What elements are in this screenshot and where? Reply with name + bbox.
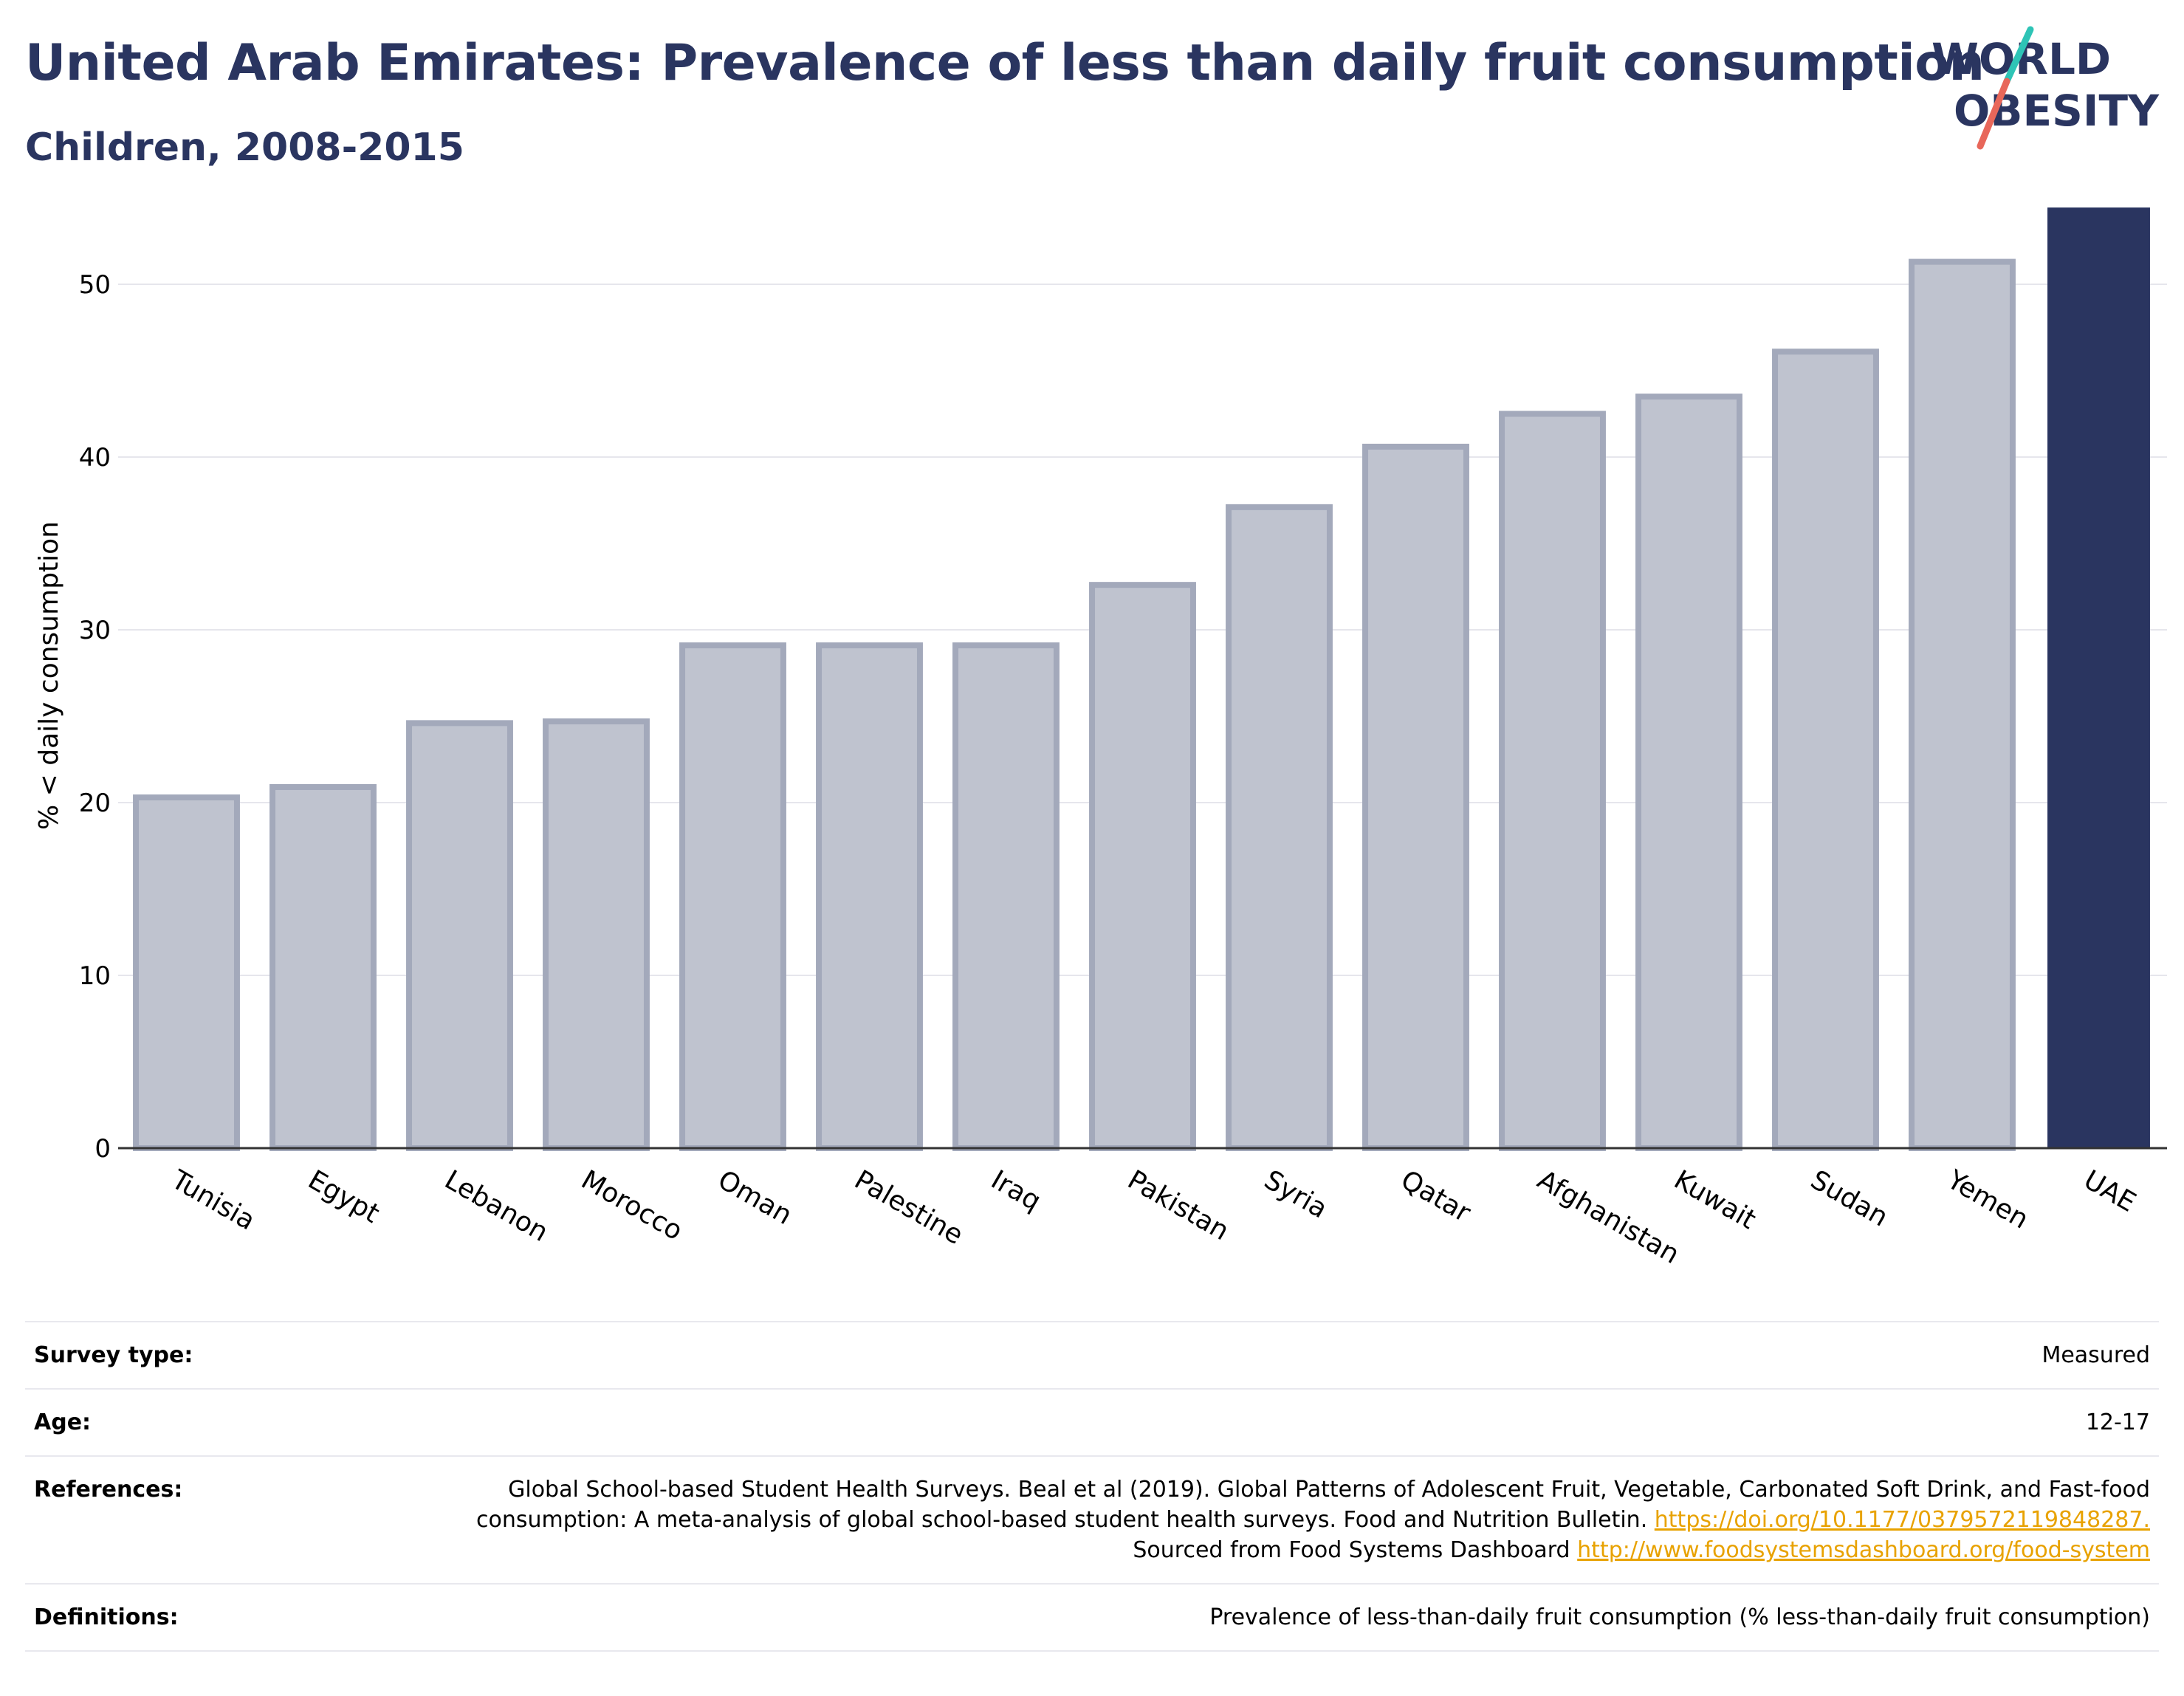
x-tick-label: Egypt	[303, 1164, 384, 1229]
references-text-2: Sourced from Food Systems Dashboard	[1133, 1537, 1570, 1563]
bar-egypt	[269, 783, 377, 1151]
bar-chart: 0 10 20 30 40 50 Tunisia Egypt Lebanon Morocco Om…	[34, 207, 2167, 1270]
x-tick-label: Morocco	[576, 1164, 687, 1246]
bars	[133, 207, 2150, 1152]
bar-sudan	[1772, 349, 1879, 1151]
x-tick-label: UAE	[2078, 1164, 2140, 1218]
bar-lebanon	[406, 720, 513, 1151]
bar-tunisia	[133, 794, 240, 1151]
x-tick-label: Pakistan	[1122, 1164, 1234, 1246]
chart-title: United Arab Emirates: Prevalence of less…	[25, 34, 1985, 92]
age-label: Age:	[34, 1410, 92, 1435]
references-value: Global School-based Student Health Surve…	[456, 1456, 2159, 1584]
bar-pakistan	[1089, 582, 1196, 1151]
x-tick-label: Sudan	[1805, 1164, 1893, 1232]
y-tick-label: 50	[79, 270, 111, 300]
y-tick-labels: 0 10 20 30 40 50	[79, 270, 111, 1164]
definitions-label: Definitions:	[34, 1604, 179, 1630]
references-text-1: Global School-based Student Health Surve…	[475, 1477, 2150, 1533]
x-tick-label: Kuwait	[1669, 1164, 1761, 1235]
food-systems-dashboard-link[interactable]: http://www.foodsystemsdashboard.org/food…	[1577, 1537, 2150, 1563]
x-tick-label: Iraq	[986, 1164, 1045, 1217]
chart-subtitle: Children, 2008-2015	[25, 126, 464, 170]
metadata-table: Survey type: Measured Age: 12-17 Referen…	[25, 1321, 2159, 1652]
meta-row-references: References: Global School-based Student …	[25, 1456, 2159, 1584]
x-tick-label: Qatar	[1395, 1164, 1475, 1228]
bar-qatar	[1362, 443, 1469, 1151]
y-tick-label: 20	[79, 789, 111, 818]
x-tick-label: Palestine	[849, 1164, 968, 1251]
survey-type-label: Survey type:	[34, 1342, 193, 1368]
bar-uae	[2047, 207, 2150, 1149]
x-tick-label: Yemen	[1941, 1164, 2033, 1235]
meta-row-survey-type: Survey type: Measured	[25, 1322, 2159, 1389]
x-tick-label: Syria	[1259, 1164, 1332, 1224]
age-value: 12-17	[2085, 1410, 2150, 1435]
definitions-value: Prevalence of less-than-daily fruit cons…	[1209, 1604, 2150, 1630]
survey-type-value: Measured	[2042, 1342, 2150, 1368]
x-tick-label: Afghanistan	[1532, 1164, 1684, 1270]
x-tick-label: Lebanon	[439, 1164, 553, 1248]
bar-afghanistan	[1499, 411, 1606, 1151]
x-tick-labels: Tunisia Egypt Lebanon Morocco Oman Palestine I…	[165, 1164, 2140, 1270]
y-tick-label: 40	[79, 443, 111, 473]
x-tick-label: Oman	[712, 1164, 797, 1231]
x-tick-label: Tunisia	[165, 1164, 260, 1236]
meta-row-age: Age: 12-17	[25, 1389, 2159, 1456]
bar-oman	[679, 642, 786, 1151]
logo-slash-coral	[1977, 78, 2010, 150]
world-obesity-logo: WORLD OBESITY	[1931, 26, 2160, 150]
references-label: References:	[34, 1477, 183, 1503]
meta-row-definitions: Definitions: Prevalence of less-than-dai…	[25, 1584, 2159, 1651]
bar-kuwait	[1635, 394, 1742, 1151]
y-tick-label: 30	[79, 616, 111, 645]
bar-iraq	[952, 642, 1060, 1151]
bar-syria	[1226, 504, 1333, 1151]
bar-yemen	[1909, 258, 2016, 1152]
doi-link[interactable]: https://doi.org/10.1177/0379572119848287…	[1654, 1507, 2150, 1533]
y-axis-label: % < daily consumption	[34, 521, 64, 830]
logo-slash-teal	[2003, 26, 2034, 85]
bar-morocco	[543, 718, 650, 1151]
y-tick-label: 0	[95, 1134, 111, 1164]
y-tick-label: 10	[79, 961, 111, 991]
bar-palestine	[816, 642, 923, 1151]
